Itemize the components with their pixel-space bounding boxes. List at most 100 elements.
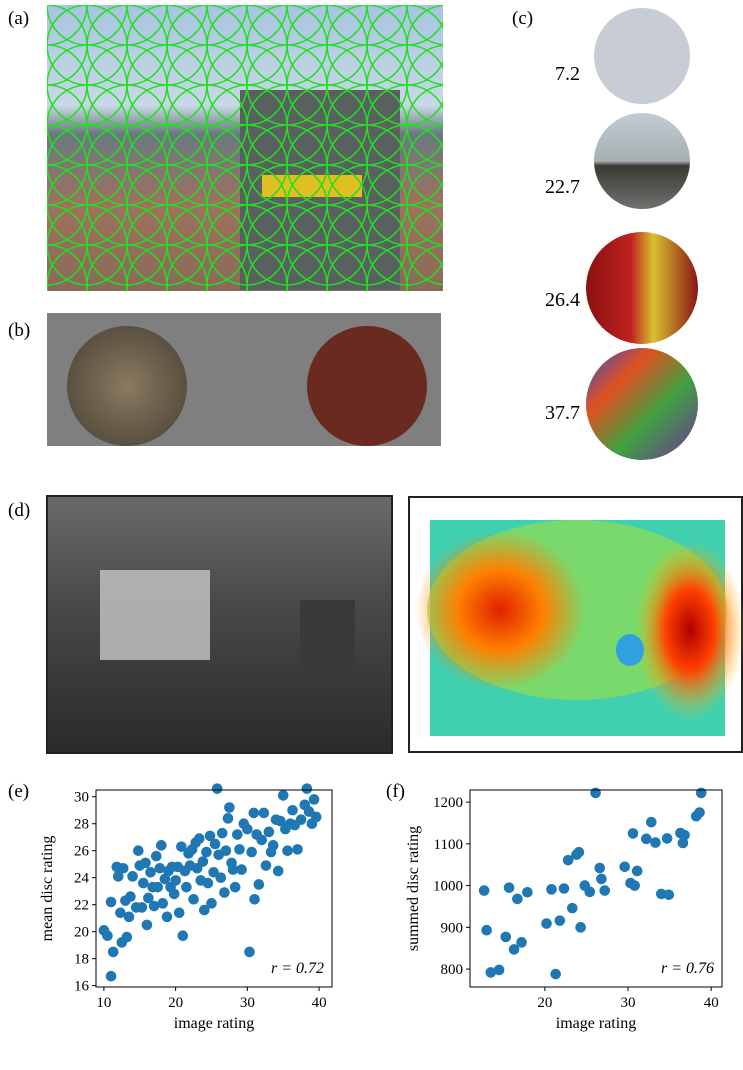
point (679, 830, 690, 841)
point (127, 871, 138, 882)
point (282, 845, 293, 856)
disc-example (586, 348, 698, 460)
point (264, 827, 275, 838)
panel-label: (c) (512, 8, 533, 29)
figure: (a) (b) (c) 7.2 22.7 26.4 37.7 (d) (e) (… (0, 0, 743, 1065)
point (599, 885, 610, 896)
x-tick-label: 30 (621, 995, 636, 1011)
point (268, 840, 279, 851)
point (246, 847, 257, 858)
charts: 102030401618202224262830image ratingmean… (39, 783, 722, 1032)
point (124, 912, 135, 923)
point (203, 878, 214, 889)
point (249, 894, 260, 905)
point (546, 884, 557, 895)
point (555, 915, 566, 926)
point (181, 882, 192, 893)
point (662, 833, 673, 844)
page: (a) (b) (c) 7.2 22.7 26.4 37.7 (d) (e) (… (0, 0, 743, 1070)
point (224, 802, 235, 813)
point (584, 887, 595, 898)
y-tick-label: 20 (74, 925, 89, 941)
point (259, 808, 270, 819)
point (567, 903, 578, 914)
y-tick-label: 800 (441, 962, 464, 978)
point (244, 947, 255, 958)
point (632, 866, 643, 877)
point (170, 875, 181, 886)
point (504, 882, 515, 893)
point (694, 807, 705, 818)
y-tick-label: 1000 (433, 879, 463, 895)
point (273, 866, 284, 877)
point (481, 925, 492, 936)
point (278, 790, 289, 801)
point (106, 971, 117, 982)
point (500, 932, 511, 943)
point (619, 861, 630, 872)
point (194, 833, 205, 844)
heatmap-blob (415, 530, 585, 690)
point (206, 898, 217, 909)
point (137, 902, 148, 913)
point (296, 814, 307, 825)
point (198, 856, 209, 867)
point (212, 783, 223, 794)
disc-example (586, 232, 698, 344)
point (157, 898, 168, 909)
point (594, 863, 605, 874)
point (174, 907, 185, 918)
point (230, 882, 241, 893)
annotation: r = 0.76 (661, 960, 714, 977)
point (140, 858, 151, 869)
y-tick-label: 30 (74, 790, 89, 806)
point (217, 828, 228, 839)
x-tick-label: 20 (537, 995, 552, 1011)
point (249, 808, 260, 819)
point (152, 882, 163, 893)
point (219, 887, 230, 898)
point (216, 872, 227, 883)
point (261, 860, 272, 871)
point (302, 783, 313, 794)
point (133, 845, 144, 856)
point (236, 864, 247, 875)
x-axis-label: image rating (556, 1015, 636, 1032)
point (142, 920, 153, 931)
point (232, 829, 243, 840)
point (138, 878, 149, 889)
y-tick-label: 28 (74, 817, 89, 833)
y-tick-label: 18 (74, 952, 89, 968)
point (125, 891, 136, 902)
point (646, 817, 657, 828)
x-tick-label: 20 (168, 995, 183, 1011)
point (234, 844, 245, 855)
point (494, 965, 505, 976)
point (254, 879, 265, 890)
point (177, 930, 188, 941)
car (100, 570, 210, 660)
point (145, 867, 156, 878)
point (102, 930, 113, 941)
disc-brick (307, 326, 427, 446)
disc-example (594, 113, 690, 209)
heatmap-blob (635, 540, 743, 720)
point (550, 969, 561, 980)
panel-label: (b) (8, 320, 30, 341)
y-tick-label: 26 (74, 844, 90, 860)
disc-rating: 26.4 (545, 289, 580, 311)
heatmap-blob (616, 634, 644, 666)
point (188, 894, 199, 905)
point (242, 824, 253, 835)
x-tick-label: 30 (240, 995, 255, 1011)
point (309, 794, 320, 805)
point (118, 863, 129, 874)
panel-label: (f) (386, 781, 405, 802)
disc-rating: 37.7 (545, 402, 580, 424)
x-axis-label: image rating (174, 1015, 254, 1032)
disc-tree (67, 326, 187, 446)
point (106, 897, 117, 908)
y-tick-label: 24 (74, 871, 90, 887)
panel-label: (a) (8, 8, 29, 29)
point (311, 812, 322, 823)
